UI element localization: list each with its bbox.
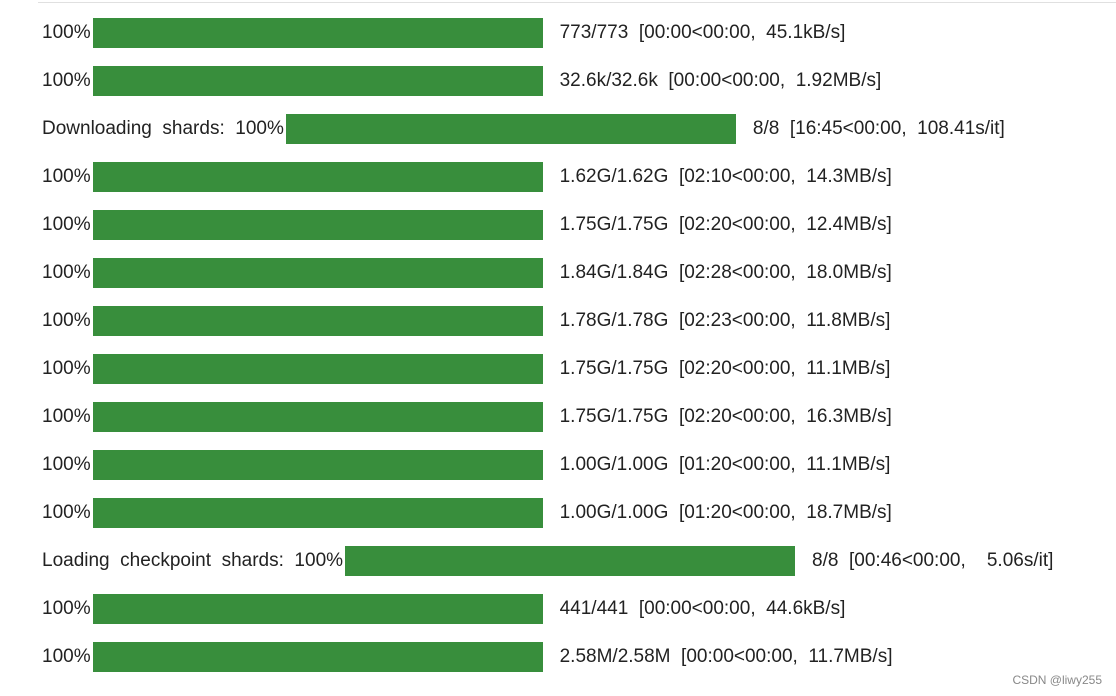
output-border (38, 2, 1116, 3)
progress-prefix: 100% (42, 502, 91, 523)
progress-prefix: 100% (42, 214, 91, 235)
progress-prefix: 100% (42, 598, 91, 619)
progress-status: 1.84G/1.84G [02:28<00:00, 18.0MB/s] (559, 262, 892, 283)
progress-row: 100% 441/441 [00:00<00:00, 44.6kB/s] (42, 585, 1053, 633)
progress-status: 1.62G/1.62G [02:10<00:00, 14.3MB/s] (559, 166, 892, 187)
progress-bar (92, 306, 543, 336)
progress-bar (92, 162, 543, 192)
progress-bar (92, 258, 543, 288)
progress-prefix: 100% (42, 70, 91, 91)
progress-status: 32.6k/32.6k [00:00<00:00, 1.92MB/s] (559, 70, 882, 91)
progress-prefix: 100% (42, 406, 91, 427)
progress-row: 100% 1.78G/1.78G [02:23<00:00, 11.8MB/s] (42, 297, 1053, 345)
progress-row: 100% 773/773 [00:00<00:00, 45.1kB/s] (42, 9, 1053, 57)
progress-bar (92, 66, 543, 96)
progress-prefix: 100% (42, 646, 91, 667)
progress-bar (92, 594, 543, 624)
progress-prefix: 100% (42, 262, 91, 283)
progress-bar (92, 18, 543, 48)
progress-row: Downloading shards: 100% 8/8 [16:45<00:00… (42, 105, 1053, 153)
progress-row: 100% 1.00G/1.00G [01:20<00:00, 11.1MB/s] (42, 441, 1053, 489)
progress-prefix: 100% (42, 454, 91, 475)
progress-bar (92, 450, 543, 480)
progress-bar (285, 114, 736, 144)
progress-row: 100% 1.62G/1.62G [02:10<00:00, 14.3MB/s] (42, 153, 1053, 201)
progress-status: 773/773 [00:00<00:00, 45.1kB/s] (559, 22, 846, 43)
progress-status: 1.78G/1.78G [02:23<00:00, 11.8MB/s] (559, 310, 891, 331)
progress-prefix: 100% (42, 22, 91, 43)
progress-bar (92, 642, 543, 672)
progress-bar (92, 210, 543, 240)
progress-status: 1.00G/1.00G [01:20<00:00, 18.7MB/s] (559, 502, 892, 523)
progress-row: 100% 1.75G/1.75G [02:20<00:00, 11.1MB/s] (42, 345, 1053, 393)
progress-row: 100% 1.75G/1.75G [02:20<00:00, 12.4MB/s] (42, 201, 1053, 249)
progress-status: 1.75G/1.75G [02:20<00:00, 11.1MB/s] (559, 358, 891, 379)
progress-prefix: 100% (42, 310, 91, 331)
progress-bar (92, 498, 543, 528)
progress-bar (345, 546, 796, 576)
progress-prefix: Loading checkpoint shards: 100% (42, 550, 344, 571)
progress-row: 100% 1.00G/1.00G [01:20<00:00, 18.7MB/s] (42, 489, 1053, 537)
progress-row: 100% 2.58M/2.58M [00:00<00:00, 11.7MB/s] (42, 633, 1053, 681)
progress-status: 1.75G/1.75G [02:20<00:00, 16.3MB/s] (559, 406, 892, 427)
progress-row: 100% 32.6k/32.6k [00:00<00:00, 1.92MB/s] (42, 57, 1053, 105)
progress-bar (92, 402, 543, 432)
progress-prefix: 100% (42, 166, 91, 187)
progress-prefix: 100% (42, 358, 91, 379)
progress-row: 100% 1.84G/1.84G [02:28<00:00, 18.0MB/s] (42, 249, 1053, 297)
progress-list: 100% 773/773 [00:00<00:00, 45.1kB/s] 100% 3… (42, 9, 1053, 681)
progress-status: 8/8 [16:45<00:00, 108.41s/it] (752, 118, 1005, 139)
progress-status: 8/8 [00:46<00:00, 5.06s/it] (812, 550, 1054, 571)
watermark: CSDN @liwy255 (1012, 673, 1102, 687)
progress-bar (92, 354, 543, 384)
progress-status: 1.75G/1.75G [02:20<00:00, 12.4MB/s] (559, 214, 892, 235)
progress-status: 1.00G/1.00G [01:20<00:00, 11.1MB/s] (559, 454, 891, 475)
progress-status: 2.58M/2.58M [00:00<00:00, 11.7MB/s] (559, 646, 893, 667)
progress-prefix: Downloading shards: 100% (42, 118, 284, 139)
progress-status: 441/441 [00:00<00:00, 44.6kB/s] (559, 598, 846, 619)
progress-row: Loading checkpoint shards: 100% 8/8 [00:4… (42, 537, 1053, 585)
progress-row: 100% 1.75G/1.75G [02:20<00:00, 16.3MB/s] (42, 393, 1053, 441)
